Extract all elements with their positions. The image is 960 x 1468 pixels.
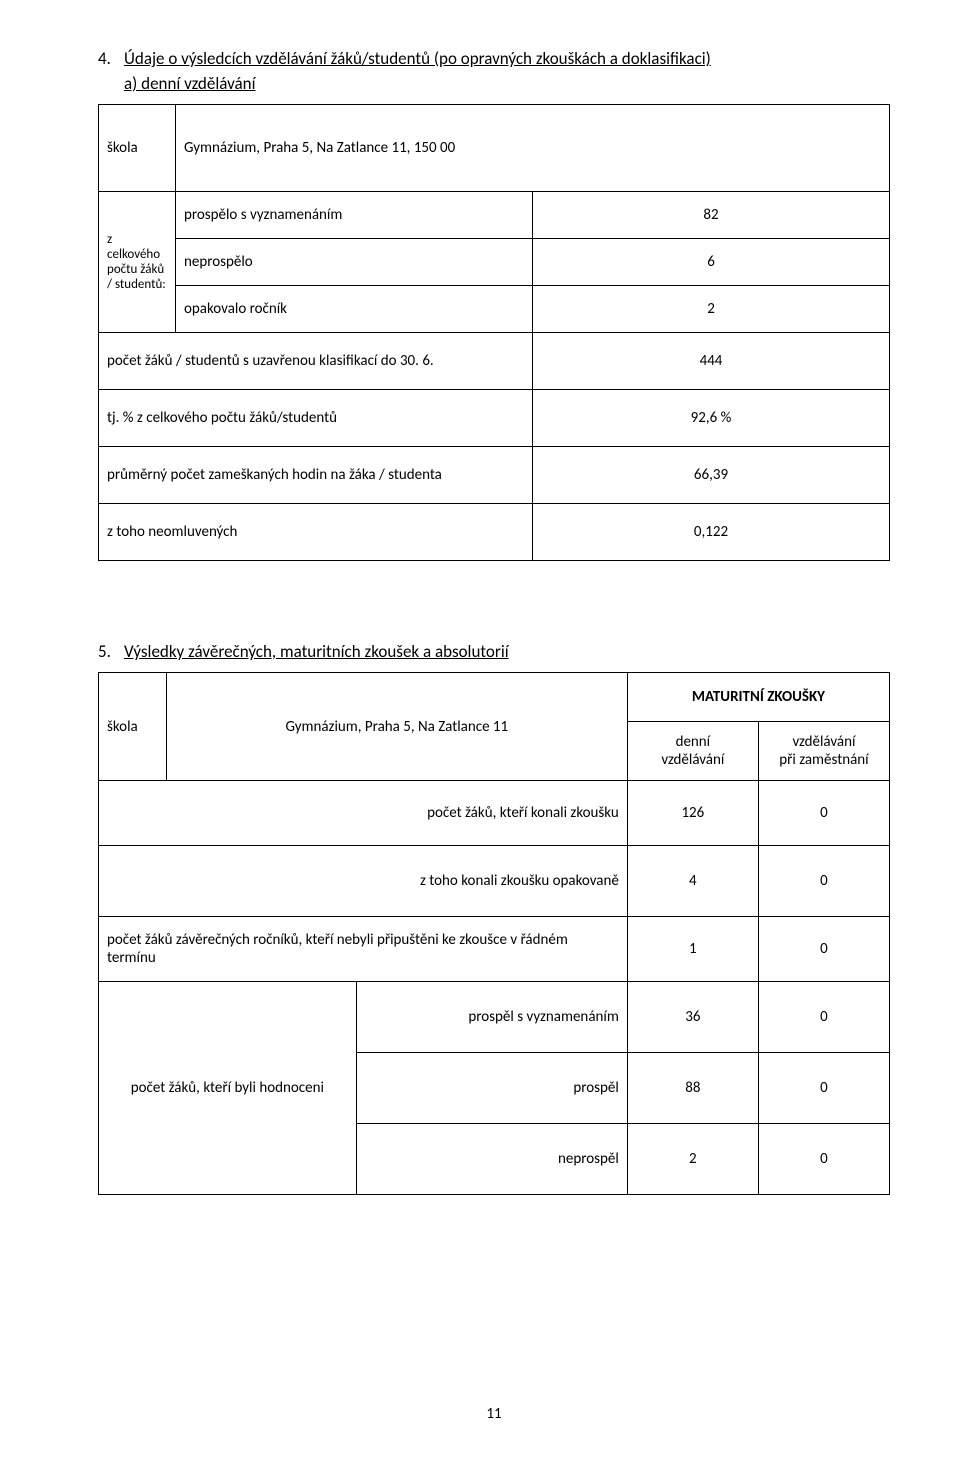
cell-pct-value: 92,6 % bbox=[533, 390, 890, 447]
col-denni-line1: denní bbox=[676, 733, 711, 751]
cell-neoml-value: 0,122 bbox=[533, 504, 890, 561]
cell-skola-value: Gymnázium, Praha 5, Na Zatlance 11 bbox=[166, 673, 627, 781]
section4-title: 4.Údaje o výsledcích vzdělávání žáků/stu… bbox=[98, 48, 890, 69]
section5-title-text: Výsledky závěrečných, maturitních zkouše… bbox=[124, 641, 509, 662]
cell-klasif-value: 444 bbox=[533, 333, 890, 390]
cell-avg-label: průměrný počet zameškaných hodin na žáka… bbox=[99, 447, 533, 504]
table-row: neprospělo 6 bbox=[99, 239, 890, 286]
cell-opakovalo-label: opakovalo ročník bbox=[176, 286, 533, 333]
cell-col-zam: vzdělávání při zaměstnání bbox=[758, 722, 889, 781]
table-row: z toho konali zkoušku opakovaně 4 0 bbox=[99, 846, 890, 917]
cell-vyz-v2: 0 bbox=[758, 982, 889, 1053]
section4-title-text: Údaje o výsledcích vzdělávání žáků/stude… bbox=[124, 48, 711, 69]
cell-neoml-label: z toho neomluvených bbox=[99, 504, 533, 561]
cell-nepri-v1: 1 bbox=[627, 917, 758, 982]
cell-nepri-label: počet žáků závěrečných ročníků, kteří ne… bbox=[99, 917, 628, 982]
page-container: 4.Údaje o výsledcích vzdělávání žáků/stu… bbox=[0, 0, 960, 1463]
table-row: průměrný počet zameškaných hodin na žáka… bbox=[99, 447, 890, 504]
cell-prospel-v2: 0 bbox=[758, 1053, 889, 1124]
cell-opak-label: z toho konali zkoušku opakovaně bbox=[99, 846, 628, 917]
table-row: počet žáků, kteří byli hodnoceni prospěl… bbox=[99, 982, 890, 1053]
table-row: z toho neomluvených 0,122 bbox=[99, 504, 890, 561]
cell-neprospelo-label: neprospělo bbox=[176, 239, 533, 286]
col-zam-line1: vzdělávání bbox=[792, 733, 855, 751]
table-row: z celkového počtu žáků / studentů: prosp… bbox=[99, 192, 890, 239]
cell-avg-value: 66,39 bbox=[533, 447, 890, 504]
cell-opak-v2: 0 bbox=[758, 846, 889, 917]
cell-vyz-label: prospěl s vyznamenáním bbox=[356, 982, 627, 1053]
table-section4: škola Gymnázium, Praha 5, Na Zatlance 11… bbox=[98, 104, 890, 561]
section5-number: 5. bbox=[98, 641, 124, 662]
cell-nepri-v2: 0 bbox=[758, 917, 889, 982]
table-row: škola Gymnázium, Praha 5, Na Zatlance 11… bbox=[99, 105, 890, 192]
table-row: počet žáků, kteří konali zkoušku 126 0 bbox=[99, 781, 890, 846]
cell-konali-label: počet žáků, kteří konali zkoušku bbox=[99, 781, 628, 846]
col-zam-line2: při zaměstnání bbox=[779, 751, 868, 769]
cell-skola-label: škola bbox=[99, 105, 176, 192]
cell-opakovalo-value: 2 bbox=[533, 286, 890, 333]
cell-pct-label: tj. % z celkového počtu žáků/studentů bbox=[99, 390, 533, 447]
table-row: opakovalo ročník 2 bbox=[99, 286, 890, 333]
section5-title: 5.Výsledky závěrečných, maturitních zkou… bbox=[98, 641, 890, 662]
section4-subline-text: a) denní vzdělávání bbox=[124, 73, 256, 94]
section4-number: 4. bbox=[98, 48, 124, 69]
table-row: škola Gymnázium, Praha 5, Na Zatlance 11… bbox=[99, 673, 890, 722]
cell-neprospelo-value: 6 bbox=[533, 239, 890, 286]
cell-prospel-v1: 88 bbox=[627, 1053, 758, 1124]
cell-neprospel-v2: 0 bbox=[758, 1124, 889, 1195]
cell-skola-value: Gymnázium, Praha 5, Na Zatlance 11, 150 … bbox=[176, 105, 890, 192]
cell-konali-v1: 126 bbox=[627, 781, 758, 846]
cell-opak-v1: 4 bbox=[627, 846, 758, 917]
cell-konali-v2: 0 bbox=[758, 781, 889, 846]
page-number: 11 bbox=[98, 1405, 890, 1423]
cell-prospelo-vyz-value: 82 bbox=[533, 192, 890, 239]
table-section5: škola Gymnázium, Praha 5, Na Zatlance 11… bbox=[98, 672, 890, 1195]
table-row: počet žáků / studentů s uzavřenou klasif… bbox=[99, 333, 890, 390]
col-denni-line2: vzdělávání bbox=[661, 751, 724, 769]
cell-klasif-label: počet žáků / studentů s uzavřenou klasif… bbox=[99, 333, 533, 390]
cell-col-denni: denní vzdělávání bbox=[627, 722, 758, 781]
cell-prospelo-vyz-label: prospělo s vyznamenáním bbox=[176, 192, 533, 239]
cell-skola-label: škola bbox=[99, 673, 167, 781]
cell-vyz-v1: 36 bbox=[627, 982, 758, 1053]
cell-group-label: z celkového počtu žáků / studentů: bbox=[99, 192, 176, 333]
cell-prospel-label: prospěl bbox=[356, 1053, 627, 1124]
table-row: tj. % z celkového počtu žáků/studentů 92… bbox=[99, 390, 890, 447]
cell-neprospel-label: neprospěl bbox=[356, 1124, 627, 1195]
table-row: počet žáků závěrečných ročníků, kteří ne… bbox=[99, 917, 890, 982]
section4-subline: a) denní vzdělávání bbox=[124, 73, 890, 94]
cell-neprospel-v1: 2 bbox=[627, 1124, 758, 1195]
cell-hodn-label: počet žáků, kteří byli hodnoceni bbox=[99, 982, 357, 1195]
cell-maturitni-header: MATURITNÍ ZKOUŠKY bbox=[627, 673, 889, 722]
